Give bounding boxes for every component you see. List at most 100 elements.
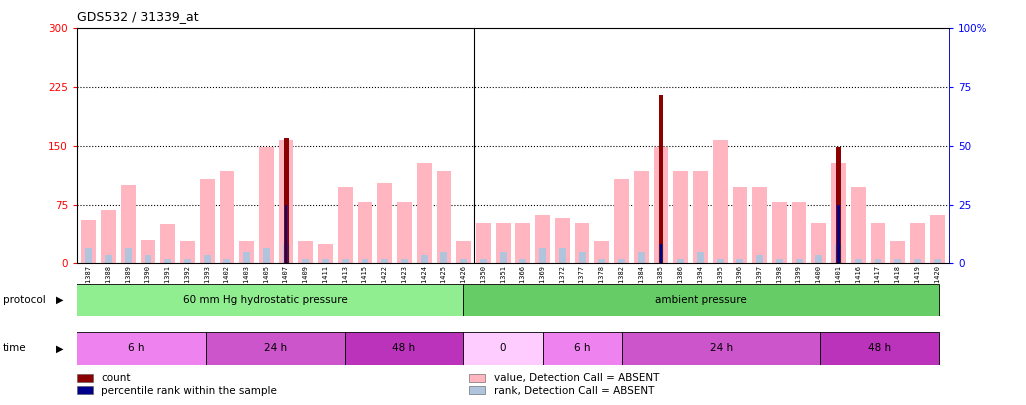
- Bar: [930, 215, 945, 263]
- Bar: [470, 386, 485, 394]
- Bar: [121, 185, 135, 263]
- Bar: [436, 171, 451, 263]
- Bar: [792, 202, 806, 263]
- Bar: [440, 252, 447, 263]
- Bar: [515, 222, 530, 263]
- Text: 0: 0: [500, 343, 507, 353]
- Bar: [81, 220, 96, 263]
- Bar: [303, 259, 309, 263]
- Bar: [461, 259, 467, 263]
- Bar: [470, 374, 485, 382]
- Bar: [67, 332, 206, 364]
- Bar: [622, 332, 820, 364]
- Bar: [543, 332, 622, 364]
- Text: 6 h: 6 h: [575, 343, 591, 353]
- Text: ambient pressure: ambient pressure: [656, 295, 747, 305]
- Bar: [417, 163, 432, 263]
- Bar: [733, 187, 747, 263]
- Bar: [659, 95, 664, 263]
- Bar: [496, 222, 511, 263]
- Bar: [598, 259, 605, 263]
- Text: ▶: ▶: [56, 343, 64, 353]
- Bar: [378, 183, 392, 263]
- Bar: [160, 224, 175, 263]
- Bar: [285, 205, 287, 263]
- Bar: [322, 259, 329, 263]
- Bar: [831, 163, 846, 263]
- Bar: [539, 247, 546, 263]
- Bar: [654, 147, 668, 263]
- Bar: [206, 332, 345, 364]
- Bar: [77, 374, 92, 382]
- Bar: [282, 244, 289, 263]
- Bar: [401, 259, 408, 263]
- Bar: [660, 245, 662, 263]
- Bar: [220, 171, 234, 263]
- Bar: [224, 259, 231, 263]
- Bar: [638, 252, 644, 263]
- Bar: [673, 171, 688, 263]
- Bar: [910, 222, 924, 263]
- Bar: [145, 256, 152, 263]
- Bar: [164, 259, 171, 263]
- Bar: [457, 241, 471, 263]
- Text: 48 h: 48 h: [392, 343, 416, 353]
- Bar: [756, 256, 763, 263]
- Bar: [480, 259, 487, 263]
- Bar: [871, 222, 885, 263]
- Text: rank, Detection Call = ABSENT: rank, Detection Call = ABSENT: [494, 386, 655, 396]
- Bar: [243, 252, 250, 263]
- Bar: [615, 179, 629, 263]
- Bar: [658, 244, 665, 263]
- Bar: [77, 386, 92, 394]
- Text: ▶: ▶: [56, 295, 64, 305]
- Bar: [575, 222, 590, 263]
- Bar: [345, 332, 464, 364]
- Bar: [851, 187, 866, 263]
- Bar: [361, 259, 368, 263]
- Bar: [776, 259, 783, 263]
- Bar: [634, 171, 648, 263]
- Bar: [677, 259, 684, 263]
- Bar: [85, 247, 92, 263]
- Bar: [263, 247, 270, 263]
- Bar: [67, 284, 464, 316]
- Bar: [184, 259, 191, 263]
- Bar: [283, 138, 288, 263]
- Bar: [855, 259, 862, 263]
- Bar: [895, 259, 901, 263]
- Bar: [342, 259, 349, 263]
- Bar: [500, 252, 507, 263]
- Bar: [382, 259, 388, 263]
- Text: 24 h: 24 h: [264, 343, 286, 353]
- Bar: [752, 187, 767, 263]
- Bar: [717, 259, 723, 263]
- Bar: [299, 241, 313, 263]
- Bar: [579, 252, 586, 263]
- Text: count: count: [102, 373, 131, 383]
- Text: protocol: protocol: [3, 295, 46, 305]
- Text: 6 h: 6 h: [128, 343, 145, 353]
- Bar: [204, 256, 210, 263]
- Bar: [519, 259, 526, 263]
- Bar: [555, 218, 569, 263]
- Bar: [259, 147, 274, 263]
- Bar: [397, 202, 411, 263]
- Text: value, Detection Call = ABSENT: value, Detection Call = ABSENT: [494, 373, 659, 383]
- Bar: [914, 259, 921, 263]
- Bar: [464, 284, 939, 316]
- Bar: [934, 259, 941, 263]
- Bar: [338, 187, 353, 263]
- Bar: [279, 140, 293, 263]
- Bar: [618, 259, 625, 263]
- Bar: [795, 259, 802, 263]
- Bar: [102, 210, 116, 263]
- Bar: [125, 247, 131, 263]
- Bar: [713, 140, 727, 263]
- Bar: [835, 244, 842, 263]
- Bar: [874, 259, 881, 263]
- Bar: [141, 240, 155, 263]
- Bar: [820, 332, 939, 364]
- Bar: [180, 241, 195, 263]
- Bar: [697, 252, 704, 263]
